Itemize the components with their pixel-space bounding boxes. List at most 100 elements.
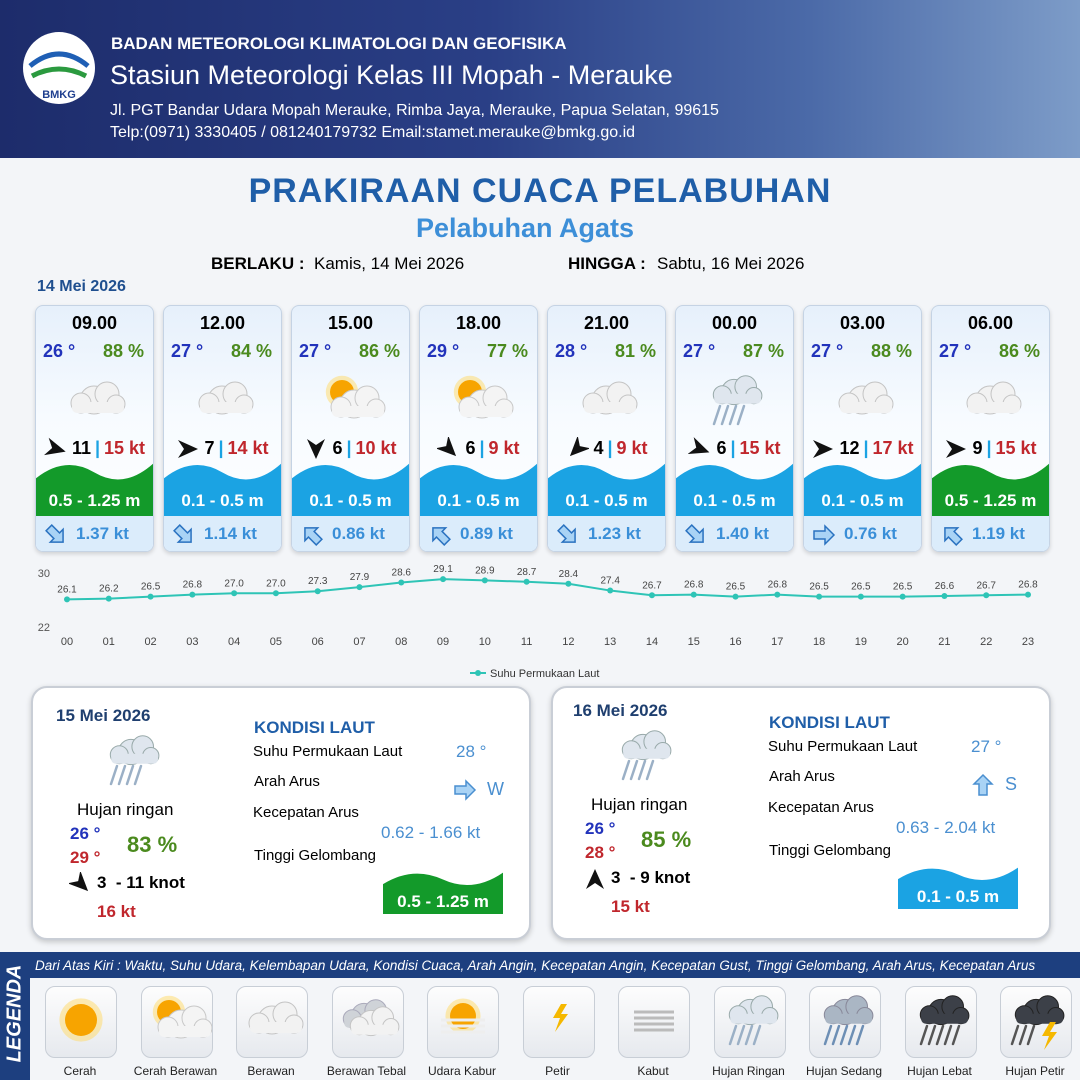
label: Tinggi Gelombang <box>769 842 892 859</box>
current-row: 1.23 kt <box>548 516 665 551</box>
icon-shape <box>1010 1024 1020 1046</box>
data-label: 26.5 <box>893 582 913 593</box>
data-label: 27.0 <box>266 578 286 589</box>
icon-shape <box>109 764 119 786</box>
label: Suhu Permukaan Laut <box>253 743 403 760</box>
validity-date: Sabtu, 16 Mei 2026 <box>657 254 805 273</box>
point <box>189 591 196 598</box>
humidity: 83 % <box>127 832 178 857</box>
wind-row: 6 | 10 kt <box>292 437 409 461</box>
legend-tile <box>236 986 308 1058</box>
legend-tile <box>331 986 404 1058</box>
wave-band <box>36 463 153 516</box>
icon-shape <box>712 404 722 426</box>
x-tick-label: 09 <box>437 636 449 648</box>
legend-tile <box>1000 986 1072 1058</box>
wave-band <box>383 872 503 914</box>
forecast-card: 03.00 27 ° 88 % 12 | 17 kt 0.1 - 0.5 m 0.76 kt <box>803 305 922 552</box>
time: 06.00 <box>967 313 1014 333</box>
air-temp: 27 ° <box>299 341 332 361</box>
icon-shape <box>687 437 710 455</box>
icon-shape <box>637 759 647 781</box>
wave-height: 0.1 - 0.5 m <box>437 491 520 510</box>
wave-box: 0.1 - 0.5 m <box>676 458 793 516</box>
legend-label: Suhu Permukaan Laut <box>490 668 599 680</box>
separator: | <box>607 437 613 458</box>
icon-shape <box>304 526 323 546</box>
point <box>690 591 697 598</box>
wave-band <box>548 463 665 516</box>
separator: | <box>863 437 869 458</box>
gust: 15 kt <box>995 437 1037 458</box>
x-tick-label: 11 <box>521 636 532 648</box>
x-tick-label: 05 <box>270 636 282 648</box>
air-temp: 27 ° <box>683 341 716 361</box>
current-arrow <box>173 523 192 543</box>
icon-shape <box>552 1004 568 1032</box>
x-tick-label: 22 <box>980 636 992 648</box>
legend-label: Hujan Lebat <box>907 1064 972 1078</box>
icon-shape <box>804 463 921 516</box>
legend-tile <box>427 986 499 1058</box>
point <box>314 588 321 595</box>
current-speed: 0.62 - 1.66 kt <box>381 823 481 842</box>
gust: 17 kt <box>872 437 914 458</box>
wave-height: 0.1 - 0.5 m <box>309 491 392 510</box>
data-label: 28.7 <box>517 567 537 578</box>
humidity: 81 % <box>614 341 656 361</box>
legend-label: Berawan Tebal <box>326 1064 407 1078</box>
gust: 10 kt <box>355 437 397 458</box>
forecast-card: 21.00 28 ° 81 % 4 | 9 kt 0.1 - 0.5 m 1.23 kt <box>547 305 666 552</box>
air-temp: 29 ° <box>427 341 460 361</box>
wave-band <box>164 463 281 516</box>
icon-shape <box>728 1024 737 1046</box>
data-label: 26.2 <box>99 584 119 595</box>
icon-shape <box>450 1003 476 1029</box>
humidity: 84 % <box>230 341 272 361</box>
wave-box: 0.1 - 0.5 m <box>898 863 1018 909</box>
time: 21.00 <box>583 313 630 333</box>
dir-text: S <box>1005 773 1018 794</box>
current-speed: 1.40 kt <box>716 524 769 543</box>
icon-shape <box>548 463 665 516</box>
data-label: 28.9 <box>475 565 495 576</box>
wave-height: 0.5 - 1.25 m <box>397 892 489 911</box>
air-temp: 27 ° <box>171 341 204 361</box>
agency: BADAN METEOROLOGI KLIMATOLOGI DAN GEOFIS… <box>111 34 567 53</box>
label: Tinggi Gelombang <box>254 847 377 864</box>
icon-shape <box>813 523 836 546</box>
x-tick-label: 16 <box>729 636 741 648</box>
wind-arrow <box>946 440 967 458</box>
humidity: 88 % <box>870 341 912 361</box>
icon-shape <box>557 523 576 543</box>
data-label: 26.8 <box>768 580 788 591</box>
data-label: 27.4 <box>600 576 620 587</box>
icon-shape <box>685 523 704 543</box>
x-tick-label: 10 <box>479 636 491 648</box>
legend-tile <box>713 986 786 1058</box>
air-temp: 27 ° <box>811 341 844 361</box>
icon-shape <box>350 1024 398 1035</box>
icon-shape <box>586 869 604 889</box>
wind-arrow <box>813 440 834 458</box>
wind-speed: 6 <box>465 437 476 458</box>
point <box>147 593 154 600</box>
point <box>231 590 238 597</box>
legend-label: Kabut <box>637 1064 669 1078</box>
icon-shape <box>813 440 834 458</box>
weather-icon <box>70 381 126 415</box>
weather-icon <box>838 381 894 415</box>
data-label: 26.5 <box>851 582 871 593</box>
wave-height: 0.5 - 1.25 m <box>944 491 1037 510</box>
legend-label: Hujan Sedang <box>805 1064 883 1078</box>
current-arrow <box>685 523 704 543</box>
air-temp: 27 ° <box>939 341 972 361</box>
icon-shape <box>307 439 326 459</box>
legend-icon <box>342 999 399 1037</box>
icon-shape <box>972 773 994 796</box>
wind-arrow <box>586 869 604 889</box>
wave-box: 0.5 - 1.25 m <box>36 458 153 516</box>
legend-dot <box>475 670 481 676</box>
icon-shape <box>728 404 738 426</box>
temp-max: 28 ° <box>585 843 616 862</box>
